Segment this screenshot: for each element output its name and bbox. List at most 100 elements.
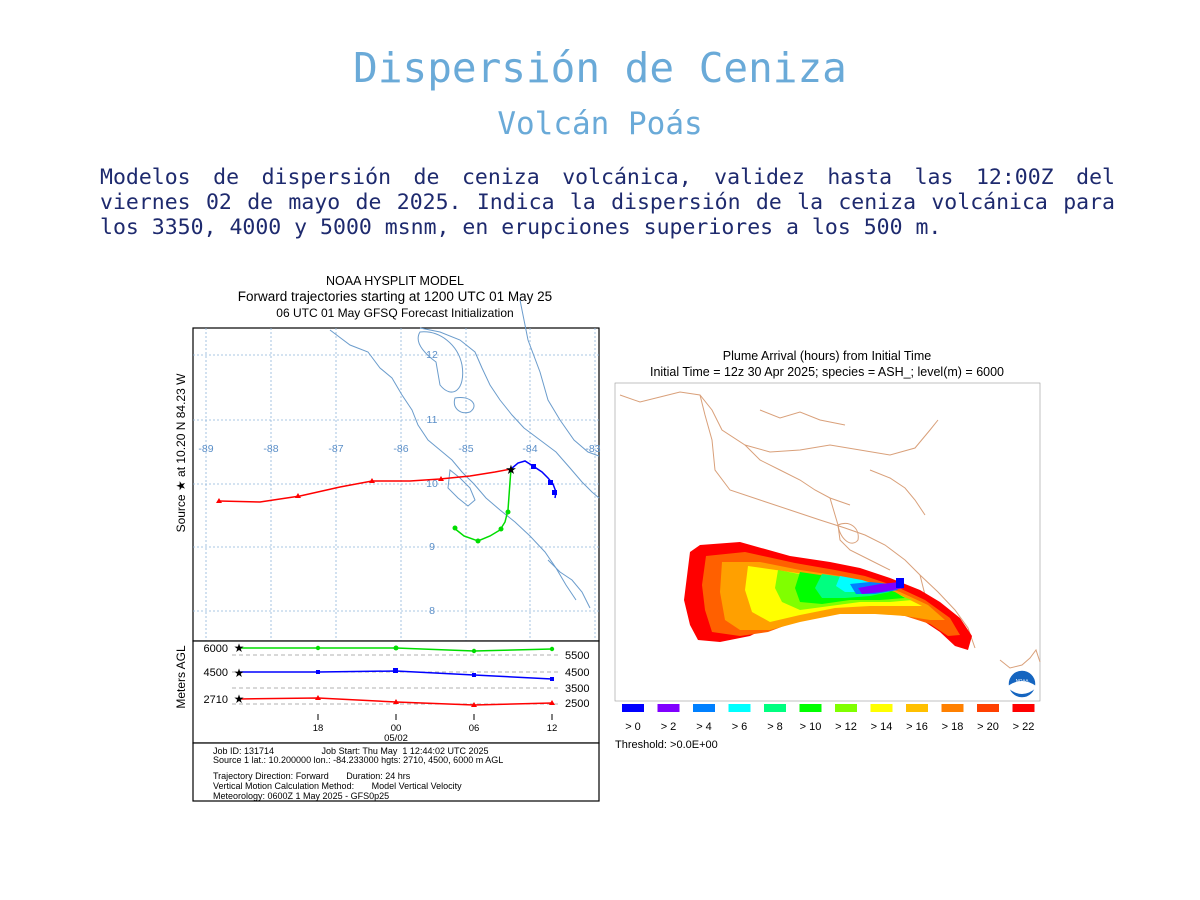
trajectory-map: -89 -88 -87 -86 -85 -84 -83 12 11 10 9 8 — [192, 299, 601, 642]
hysplit-header-3: 06 UTC 01 May GFSQ Forecast Initializati… — [276, 306, 513, 320]
source-star-icon: ★ — [234, 641, 245, 655]
time-tick-label: 18 — [313, 723, 324, 734]
trajectory-marker — [498, 526, 504, 532]
legend-swatch — [799, 704, 822, 712]
legend-swatch — [622, 704, 644, 712]
page-subtitle: Volcán Poás — [497, 106, 703, 142]
lat-label: 9 — [429, 541, 435, 553]
legend-label: > 10 — [800, 721, 822, 733]
height-marker — [393, 699, 399, 704]
height-marker — [550, 677, 554, 681]
lon-label: -88 — [263, 443, 278, 455]
legend-swatch — [870, 704, 893, 712]
plume-legend: > 0 > 2 > 4 > 6 > 8 > 10 > 12 > 14 > 16 > 18 > 20 >… — [622, 704, 1035, 733]
plume-arrival-figure: Plume Arrival (hours) from Initial Time … — [614, 349, 1041, 751]
height-right-label: 3500 — [565, 683, 589, 695]
trajectory-marker — [552, 490, 557, 495]
date-label: 05/02 — [384, 733, 408, 744]
hysplit-header-1: NOAA HYSPLIT MODEL — [326, 274, 464, 288]
lon-label: -84 — [522, 443, 537, 455]
trajectory-marker — [369, 478, 375, 483]
height-axis-label: Meters AGL — [174, 645, 188, 709]
height-marker — [315, 645, 321, 651]
lon-label: -89 — [198, 443, 213, 455]
height-marker — [315, 695, 321, 700]
trajectory-marker — [216, 498, 222, 503]
height-profile-panel: Meters AGL 6000 4500 2710 5500 4500 3500… — [174, 640, 600, 744]
description-text: Modelos de dispersión de ceniza volcánic… — [100, 165, 1115, 240]
legend-swatch — [693, 704, 715, 712]
legend-label: > 14 — [871, 721, 893, 733]
trajectory-marker — [505, 509, 511, 515]
coastline-outline — [329, 299, 600, 609]
plume-title-2: Initial Time = 12z 30 Apr 2025; species … — [650, 365, 1004, 379]
hysplit-info-panel: Job ID: 131714 Job Start: Thu May 1 12:4… — [192, 742, 600, 802]
plume-map: NOAA — [614, 382, 1041, 702]
height-marker — [472, 673, 476, 677]
lon-label: -86 — [393, 443, 408, 455]
noaa-logo-icon: NOAA — [1007, 669, 1037, 699]
trajectory-marker — [438, 476, 444, 481]
trajectory-marker — [452, 525, 458, 531]
legend-label: > 6 — [732, 721, 748, 733]
source-star-icon: ★ — [505, 462, 517, 477]
trajectory-2710-series — [216, 468, 512, 503]
height-left-label: 2710 — [204, 694, 228, 706]
legend-label: > 8 — [767, 721, 783, 733]
source-star-icon: ★ — [234, 666, 245, 680]
noaa-logo-text: NOAA — [1016, 678, 1029, 683]
lon-label: -83 — [585, 443, 600, 455]
trajectory-marker — [295, 493, 301, 498]
trajectory-marker — [531, 464, 536, 469]
hysplit-header-2: Forward trajectories starting at 1200 UT… — [238, 289, 552, 304]
lat-label: 11 — [427, 414, 438, 426]
legend-label: > 0 — [625, 721, 641, 733]
trajectory-marker — [548, 480, 553, 485]
info-vertical: Vertical Motion Calculation Method: Mode… — [213, 781, 462, 791]
legend-swatch — [906, 704, 928, 712]
legend-swatch — [657, 704, 680, 712]
info-source: Source 1 lat.: 10.200000 lon.: -84.23300… — [213, 755, 503, 765]
height-right-label: 4500 — [565, 667, 589, 679]
lat-label: 12 — [426, 349, 438, 361]
height-right-label: 2500 — [565, 698, 589, 710]
trajectory-4500-series — [510, 460, 557, 499]
time-tick-label: 00 — [391, 723, 402, 734]
country-borders — [619, 391, 1041, 669]
legend-swatch — [728, 704, 751, 712]
time-tick-label: 06 — [469, 723, 480, 734]
height-left-label: 6000 — [204, 643, 228, 655]
time-tick-label: 12 — [547, 723, 558, 734]
legend-swatch — [941, 704, 964, 712]
legend-swatch — [764, 704, 786, 712]
threshold-label: Threshold: >0.0E+00 — [615, 739, 718, 751]
ash-plume — [684, 542, 972, 650]
info-job: Job ID: 131714 Job Start: Thu May 1 12:4… — [213, 746, 488, 756]
legend-label: > 4 — [696, 721, 712, 733]
legend-label: > 22 — [1013, 721, 1035, 733]
legend-label: > 18 — [942, 721, 964, 733]
height-marker — [316, 670, 320, 674]
source-location-label: Source ★ at 10.20 N 84.23 W — [174, 373, 188, 533]
height-marker — [471, 702, 477, 707]
info-meteorology: Meteorology: 0600Z 1 May 2025 - GFS0p25 — [213, 791, 389, 801]
hysplit-trajectory-figure: NOAA HYSPLIT MODEL Forward trajectories … — [174, 274, 601, 802]
plume-title-1: Plume Arrival (hours) from Initial Time — [723, 349, 931, 363]
height-left-label: 4500 — [204, 667, 228, 679]
trajectory-marker — [475, 538, 481, 544]
source-star-icon: ★ — [234, 692, 245, 706]
lon-label: -85 — [458, 443, 473, 455]
legend-label: > 20 — [977, 721, 999, 733]
lat-label: 10 — [426, 478, 438, 490]
lat-label: 8 — [429, 605, 435, 617]
info-direction: Trajectory Direction: Forward Duration: … — [213, 771, 411, 781]
legend-label: > 16 — [906, 721, 928, 733]
trajectory-6000-series — [452, 468, 512, 544]
legend-swatch — [835, 704, 857, 712]
height-right-label: 5500 — [565, 650, 589, 662]
page-title: Dispersión de Ceniza — [353, 44, 847, 92]
legend-label: > 12 — [835, 721, 857, 733]
height-marker — [393, 668, 398, 673]
legend-label: > 2 — [661, 721, 677, 733]
height-marker — [471, 648, 477, 654]
